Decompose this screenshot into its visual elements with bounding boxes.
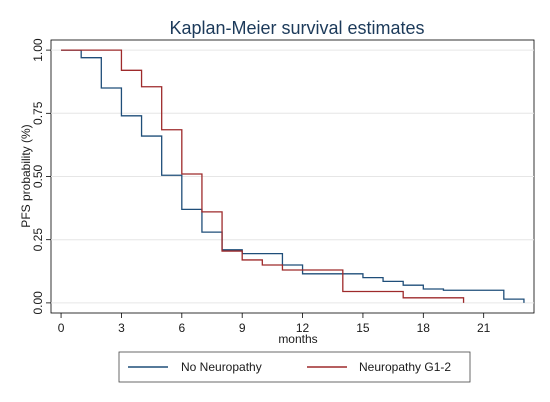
- x-tick-label-2: 6: [178, 321, 185, 335]
- x-axis-label: months: [278, 332, 317, 346]
- y-tick-label-4: 1.00: [31, 38, 45, 62]
- chart-title: Kaplan-Meier survival estimates: [169, 18, 424, 38]
- legend-label-no-neuropathy: No Neuropathy: [181, 360, 262, 374]
- y-tick-label-2: 0.50: [31, 164, 45, 188]
- x-tick-label-5: 15: [356, 321, 370, 335]
- legend-box: [118, 351, 471, 383]
- series-layer: [61, 49, 525, 303]
- x-tick-label-7: 21: [477, 321, 491, 335]
- x-axis: 0 3 6 9 12 15 18 21: [58, 313, 491, 335]
- x-tick-label-4: 12: [296, 321, 310, 335]
- legend: No Neuropathy Neuropathy G1-2: [118, 351, 471, 383]
- x-tick-label-6: 18: [417, 321, 431, 335]
- y-axis: 0.00 0.25 0.50 0.75 1.00: [31, 38, 51, 315]
- y-tick-label-1: 0.25: [31, 228, 45, 252]
- legend-label-neuropathy-g1-2: Neuropathy G1-2: [359, 360, 451, 374]
- x-tick-label-0: 0: [58, 321, 65, 335]
- y-tick-label-0: 0.00: [31, 291, 45, 315]
- series-line-neuropathy-g1-2: [61, 49, 465, 303]
- grid-lines: [51, 49, 534, 304]
- x-tick-label-3: 9: [239, 321, 246, 335]
- y-tick-label-3: 0.75: [31, 101, 45, 125]
- x-tick-label-1: 3: [118, 321, 125, 335]
- y-axis-label: PFS probability (%): [19, 124, 33, 227]
